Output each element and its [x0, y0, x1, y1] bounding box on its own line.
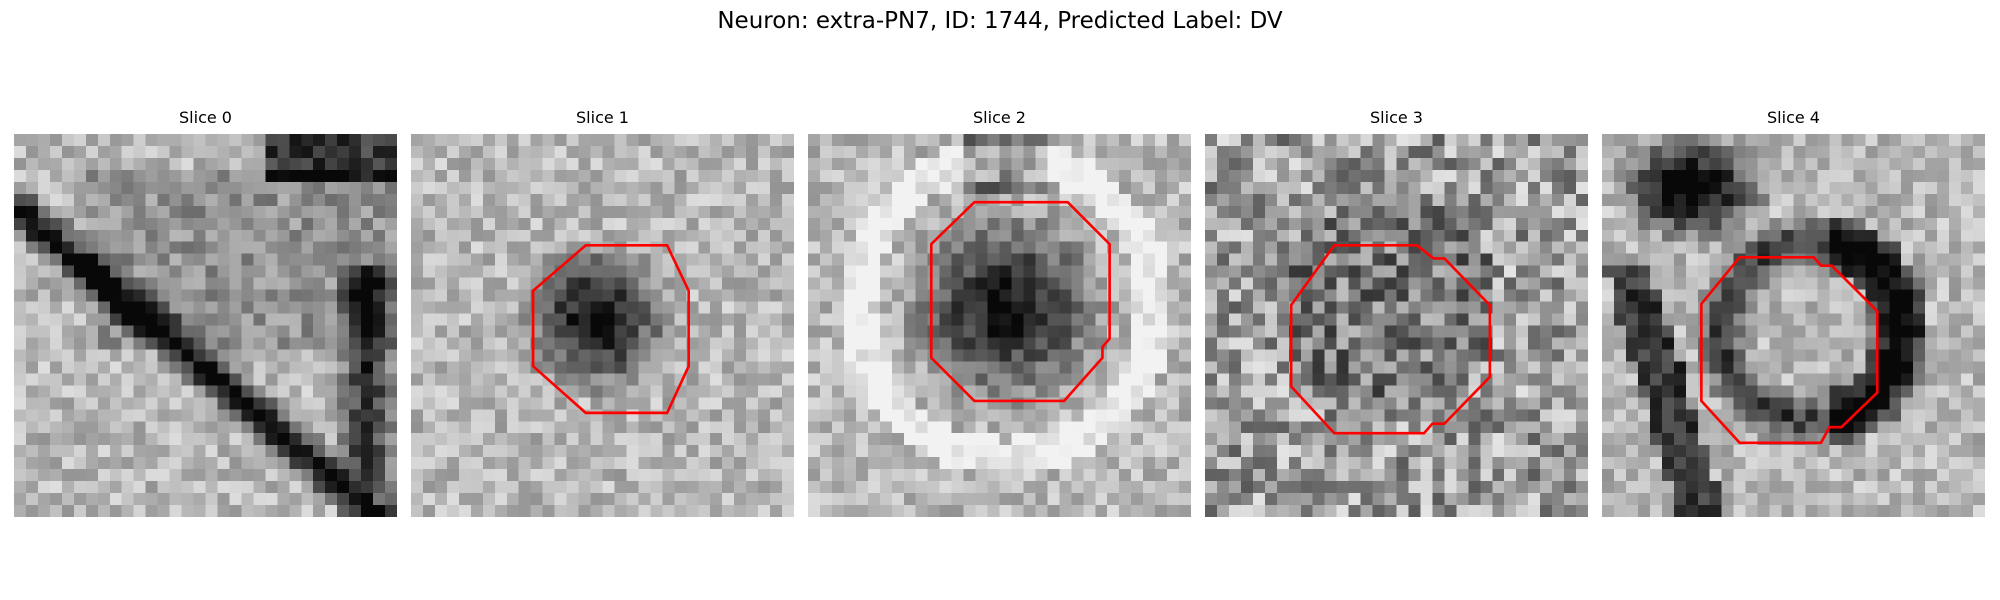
- figure-title: Neuron: extra-PN7, ID: 1744, Predicted L…: [717, 8, 1283, 34]
- slice-panel-4: Slice 4: [1602, 108, 1985, 518]
- slice-title-2: Slice 2: [973, 108, 1026, 127]
- roi-outline-3: [1289, 243, 1492, 435]
- slice-image-3: [1205, 134, 1588, 517]
- slice-title-1: Slice 1: [576, 108, 629, 127]
- slice-panel-2: Slice 2: [808, 108, 1191, 518]
- slice-title-4: Slice 4: [1767, 108, 1820, 127]
- slice-image-1: [411, 134, 794, 517]
- slice-image-0: [14, 134, 397, 517]
- slice-title-3: Slice 3: [1370, 108, 1423, 127]
- roi-outline-2: [929, 200, 1111, 403]
- slice-panel-0: Slice 0: [14, 108, 397, 518]
- slice-title-0: Slice 0: [179, 108, 232, 127]
- slice-image-4: [1602, 134, 1985, 517]
- slice-panel-1: Slice 1: [411, 108, 794, 518]
- roi-outline-4: [1700, 255, 1879, 445]
- roi-outline-1: [531, 243, 690, 415]
- slice-image-2: [808, 134, 1191, 517]
- slice-panel-3: Slice 3: [1205, 108, 1588, 518]
